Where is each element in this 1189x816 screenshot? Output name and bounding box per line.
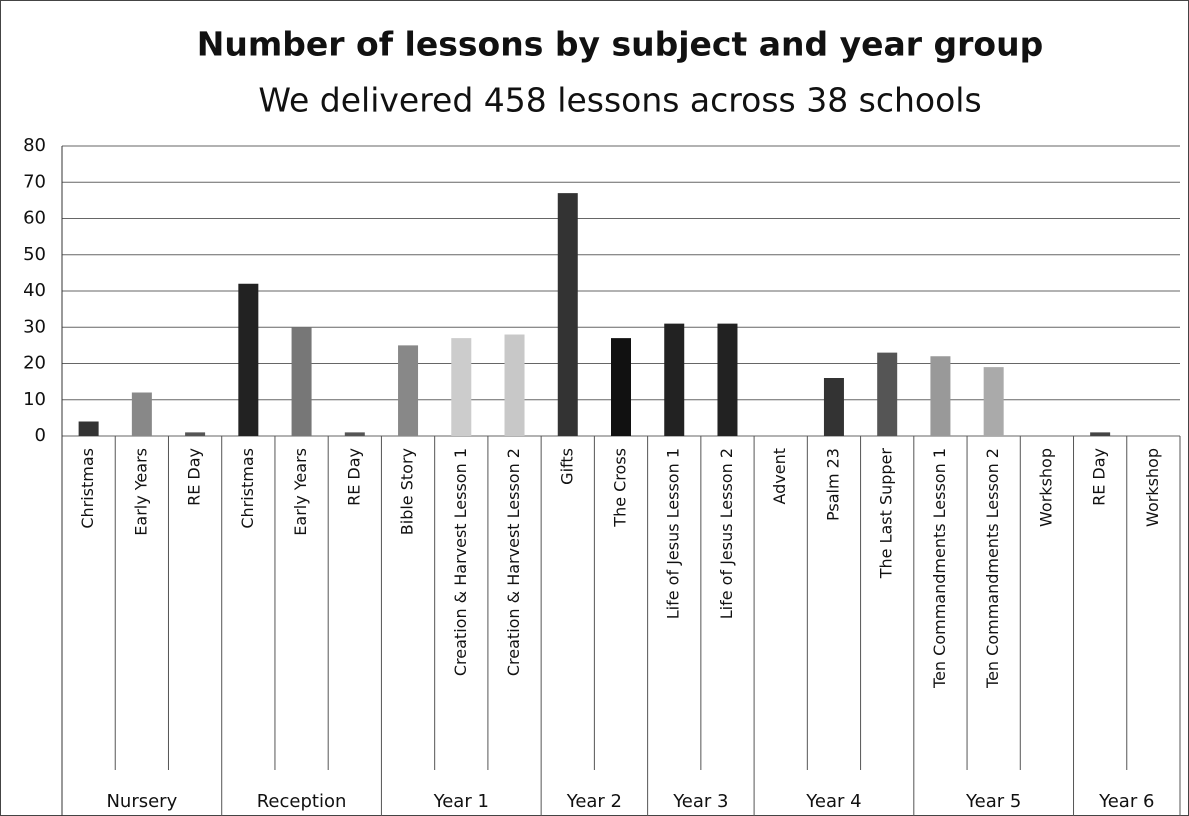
y-tick-label: 0 <box>35 425 46 446</box>
chart-title: Number of lessons by subject and year gr… <box>197 25 1043 64</box>
group-label: Year 3 <box>672 791 728 812</box>
y-tick-label: 50 <box>23 244 46 265</box>
y-tick-label: 40 <box>23 280 46 301</box>
group-label: Year 1 <box>433 791 489 812</box>
x-tick-label: RE Day <box>344 448 363 506</box>
bar <box>131 392 152 436</box>
bar <box>398 345 419 436</box>
x-tick-label: Psalm 23 <box>823 448 842 521</box>
group-label: Reception <box>257 791 347 812</box>
group-label: Year 6 <box>1098 791 1154 812</box>
bar <box>717 323 738 436</box>
x-tick-label: Early Years <box>291 448 310 536</box>
x-tick-label: RE Day <box>185 448 204 506</box>
x-tick-label: Ten Commandments Lesson 2 <box>983 448 1002 689</box>
bar <box>1090 432 1111 436</box>
bar <box>823 378 844 436</box>
y-tick-label: 30 <box>23 316 46 337</box>
x-tick-label: Creation & Harvest Lesson 2 <box>504 448 523 676</box>
bar <box>451 338 472 436</box>
bar <box>238 283 259 436</box>
x-tick-label: Life of Jesus Lesson 1 <box>664 448 683 619</box>
x-tick-label: The Cross <box>611 448 630 528</box>
bar <box>185 432 206 436</box>
bar <box>504 334 525 436</box>
group-label: Nursery <box>106 791 177 812</box>
x-tick-label: Christmas <box>238 448 257 529</box>
y-tick-label: 80 <box>23 135 46 156</box>
x-tick-label: Advent <box>770 448 789 505</box>
y-tick-label: 60 <box>23 208 46 229</box>
x-tick-label: RE Day <box>1090 448 1109 506</box>
group-label: Year 5 <box>965 791 1021 812</box>
bar <box>664 323 685 436</box>
x-tick-label: Workshop <box>1036 448 1055 527</box>
x-tick-label: Christmas <box>78 448 97 529</box>
bar <box>291 327 312 436</box>
x-tick-label: Workshop <box>1143 448 1162 527</box>
x-tick-label: Early Years <box>131 448 150 536</box>
bar <box>983 367 1004 436</box>
y-tick-label: 20 <box>23 353 46 374</box>
bar <box>344 432 365 436</box>
x-tick-label: Ten Commandments Lesson 1 <box>930 448 949 689</box>
x-tick-label: Gifts <box>557 448 576 485</box>
chart-subtitle: We delivered 458 lessons across 38 schoo… <box>258 81 981 120</box>
x-tick-label: Creation & Harvest Lesson 1 <box>451 448 470 676</box>
bar <box>78 421 99 436</box>
y-tick-label: 10 <box>23 389 46 410</box>
group-label: Year 4 <box>805 791 861 812</box>
y-tick-label: 70 <box>23 171 46 192</box>
x-tick-label: Life of Jesus Lesson 2 <box>717 448 736 619</box>
x-tick-label: The Last Supper <box>877 448 896 580</box>
bar <box>877 352 898 436</box>
x-tick-label: Bible Story <box>398 448 417 535</box>
group-label: Year 2 <box>566 791 622 812</box>
bar <box>611 338 631 436</box>
bar <box>930 356 951 436</box>
bar <box>557 193 578 436</box>
